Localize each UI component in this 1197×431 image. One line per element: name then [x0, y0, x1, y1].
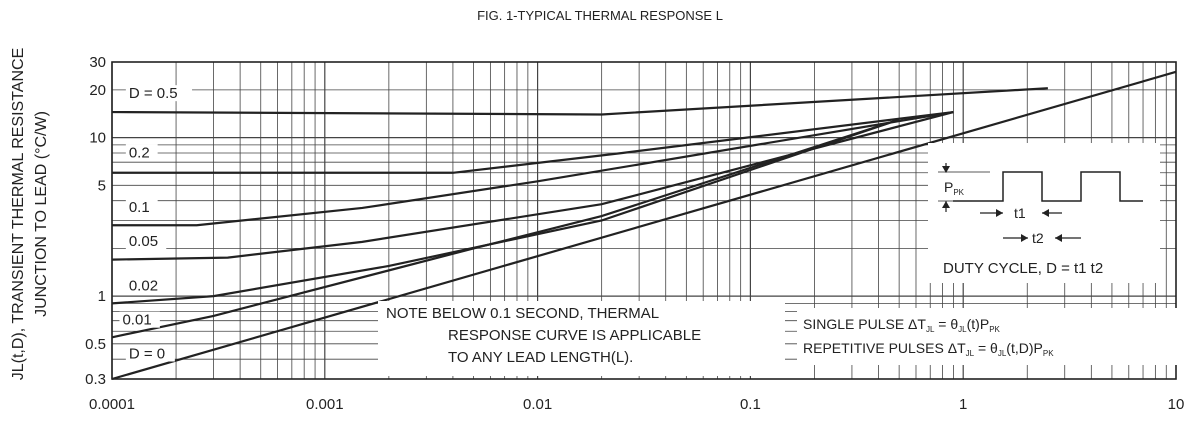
- series-label-bg: [125, 233, 167, 250]
- series-line: [112, 110, 954, 227]
- duty-cycle-label: DUTY CYCLE, D = t1 t2: [943, 260, 1103, 277]
- y-axis-label-line1: JL(t,D), TRANSIENT THERMAL RESISTANCE: [10, 48, 27, 381]
- series-label: D = 0: [129, 345, 165, 362]
- x-tick-label: 0.001: [306, 396, 344, 413]
- x-tick-label: 1: [959, 396, 967, 413]
- tick-labels: 0.0001 0.001 0.01 0.1 1 10 0.3 0.5 1 5 10 20 30: [85, 54, 1184, 413]
- series-label-bg: [125, 277, 167, 294]
- series-line: [111, 70, 1177, 381]
- y-tick-label: 0.3: [85, 371, 106, 388]
- note-line-1: NOTE BELOW 0.1 SECOND, THERMAL: [386, 305, 659, 322]
- t1-left-arrowhead: [996, 209, 1003, 217]
- series-label: 0.2: [129, 145, 150, 162]
- y-tick-label: 1: [98, 288, 106, 305]
- pulse-equation-box: [797, 308, 1177, 365]
- series-label-bg: [125, 345, 175, 362]
- pulse-waveform: [953, 171, 1143, 202]
- series-line: [111, 87, 1048, 116]
- y-axis-label-line2: JUNCTION TO LEAD (°C/W): [33, 111, 50, 317]
- ppk-label: PPK: [944, 179, 965, 197]
- t1-label: t1: [1014, 205, 1026, 221]
- t2-label: t2: [1032, 230, 1044, 246]
- series-label-bg: [125, 85, 193, 102]
- x-tick-label: 0.1: [740, 396, 761, 413]
- chart-title: FIG. 1-TYPICAL THERMAL RESPONSE L: [477, 8, 723, 23]
- ppk-bottom-arrowhead: [942, 201, 950, 208]
- x-tick-label: 0.0001: [89, 396, 135, 413]
- x-tick-label: 10: [1168, 396, 1185, 413]
- series-line: [111, 118, 900, 305]
- t2-left-arrowhead: [1021, 234, 1028, 242]
- series-line: [111, 118, 900, 339]
- series-label: 0.1: [129, 199, 150, 216]
- y-tick-label: 0.5: [85, 336, 106, 353]
- x-tick-label: 0.01: [523, 396, 552, 413]
- series-label-bg: [125, 198, 158, 215]
- note-line-2: RESPONSE CURVE IS APPLICABLE: [448, 327, 701, 344]
- y-tick-label: 20: [89, 82, 106, 99]
- ppk-top-arrowhead: [942, 166, 950, 173]
- single-pulse-equation: SINGLE PULSE ΔTJL = θJL(t)PPK: [803, 316, 1001, 334]
- y-tick-label: 5: [98, 177, 106, 194]
- series-label-bg: [125, 144, 158, 161]
- series-label: 0.02: [129, 278, 158, 295]
- repetitive-pulse-equation: REPETITIVE PULSES ΔTJL = θJL(t,D)PPK: [803, 340, 1054, 358]
- y-tick-label: 10: [89, 130, 106, 147]
- series-label-bg: [119, 311, 160, 328]
- note-line-3: TO ANY LEAD LENGTH(L).: [448, 349, 633, 366]
- series-line: [111, 110, 954, 261]
- duty-cycle-inset: PPK t1 t2 DUTY CYCLE, D = t1 t2: [928, 143, 1160, 283]
- y-tick-label: 30: [89, 54, 106, 71]
- series-label: 0.01: [122, 312, 151, 329]
- series-line: [112, 110, 954, 174]
- t2-right-arrowhead: [1055, 234, 1062, 242]
- series-label: 0.05: [129, 233, 158, 250]
- series-label: D = 0.5: [129, 85, 178, 102]
- series-lines: D = 0.5 0.2 0.1 0.05 0.02 0.01 D = 0: [111, 70, 1177, 381]
- t1-right-arrowhead: [1042, 209, 1049, 217]
- note-box: [378, 301, 785, 376]
- plot-frame: [111, 61, 1177, 380]
